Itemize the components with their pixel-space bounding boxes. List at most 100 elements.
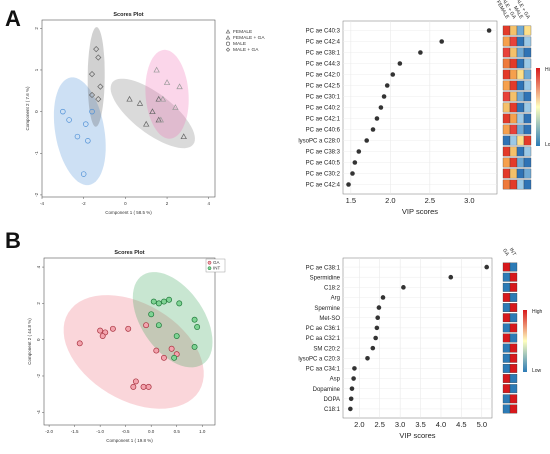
confidence-ellipse-1 <box>63 295 204 409</box>
data-point-2 <box>155 322 162 329</box>
heatmap-cell <box>502 91 511 102</box>
heatmap-cell <box>516 124 525 135</box>
panel-b-vip-plot: 2.0 2.5 3.0 3.5 4.0 4.5 5.0 VIP scores PC ae C38… <box>298 247 542 440</box>
heatmap-cell <box>509 404 518 414</box>
data-point-3 <box>85 138 91 144</box>
x-tick-label: -1.5 <box>71 429 79 434</box>
feature-label: PC ae C40:3 <box>306 29 341 35</box>
heatmap-cell <box>509 58 518 69</box>
heatmap-cell <box>502 343 511 353</box>
heatmap-cell <box>502 146 511 157</box>
heatmap-column-label: GA <box>501 248 510 258</box>
feature-label: Met-SO <box>319 316 340 322</box>
heatmap-cell <box>523 157 532 168</box>
heatmap-cell <box>502 168 511 179</box>
feature-label: PC ae C38:1 <box>306 265 341 271</box>
heat-colorbar <box>523 310 527 372</box>
data-point-1 <box>97 327 104 334</box>
heatmap-cell <box>509 303 518 313</box>
data-point-1 <box>125 325 132 332</box>
feature-label: PC aa C34:1 <box>306 367 341 373</box>
heatmap-cell <box>509 363 518 373</box>
feature-label: Spermine <box>314 306 340 312</box>
feature-label: Arg <box>331 296 340 302</box>
heatmap-cell <box>509 168 518 179</box>
heatmap-cell <box>502 124 511 135</box>
heatmap-cell <box>516 157 525 168</box>
data-point-1 <box>126 95 133 102</box>
y-tick-label: 4 <box>36 265 41 268</box>
data-point-3 <box>80 171 87 177</box>
heatmap-cell <box>502 363 511 373</box>
heatmap-cell <box>509 135 518 146</box>
data-point-1 <box>153 347 160 354</box>
y-tick-label: 1 <box>34 68 39 71</box>
confidence-ellipse-4 <box>87 27 105 127</box>
x-axis-label: VIP scores <box>399 431 435 440</box>
data-point-1 <box>145 383 152 390</box>
data-point-2 <box>161 298 167 305</box>
feature-label: lysoPC a C28:0 <box>298 139 340 145</box>
data-point-3 <box>60 108 66 115</box>
x-axis-label: Component 1 ( 19.8 %) <box>106 438 153 443</box>
heatmap-cell <box>523 113 532 124</box>
feature-label: PC ae C36:1 <box>306 326 341 332</box>
heatmap-cell <box>502 323 511 333</box>
vip-point <box>390 72 396 77</box>
heatmap-cell <box>523 91 532 102</box>
confidence-ellipse-3 <box>53 77 106 186</box>
legend-label: MALE + GA <box>233 47 259 53</box>
data-point-4 <box>95 96 102 103</box>
data-point-2 <box>155 300 162 307</box>
x-tick-label: 3.5 <box>415 420 425 429</box>
vip-point <box>376 305 382 310</box>
x-tick-label: -4 <box>40 201 44 206</box>
x-tick-label: 2.0 <box>354 420 364 429</box>
data-point-1 <box>130 383 137 390</box>
heatmap-cell <box>509 124 518 135</box>
data-point-1 <box>149 108 156 115</box>
feature-label: C18:2 <box>324 286 341 292</box>
vip-point <box>348 406 353 412</box>
heatmap-cell <box>509 353 518 363</box>
data-point-3 <box>83 121 89 127</box>
heatmap-cell <box>509 374 518 383</box>
data-point-2 <box>150 298 157 305</box>
heatmap-cell <box>502 374 511 383</box>
heatmap-cell <box>502 157 511 168</box>
data-point-4 <box>88 71 96 78</box>
feature-label: lysoPC a C20:3 <box>298 356 340 362</box>
heatmap-cell <box>502 394 511 404</box>
data-point-4 <box>95 54 102 61</box>
heatmap-cell <box>516 80 525 91</box>
y-tick-label: -1 <box>34 151 39 155</box>
feature-label: PC ae C42:1 <box>306 117 341 123</box>
x-tick-label: 2 <box>166 201 169 206</box>
vip-point <box>350 171 355 176</box>
data-point-3 <box>89 108 95 115</box>
data-point-2 <box>176 300 183 307</box>
heatmap-cell <box>516 146 525 157</box>
x-tick-label: 2.0 <box>385 196 395 205</box>
legend-marker <box>207 266 212 271</box>
legend-marker <box>225 29 231 34</box>
panel-a-scores-plot: Scores Plot -4 -2 0 2 4 -2 -1 0 1 2 Component 1 ( 5… <box>25 12 265 215</box>
plot-frame <box>43 257 216 426</box>
feature-label: Asp <box>330 377 341 383</box>
feature-label: PC ae C40:2 <box>306 106 341 112</box>
heatmap-cell <box>509 282 518 292</box>
heatmap-cell <box>509 179 518 190</box>
heatmap-cell <box>516 36 525 47</box>
heatmap-cell <box>516 113 525 124</box>
y-tick-label: 2 <box>34 27 39 30</box>
data-point-2 <box>173 333 180 340</box>
legend-label: FEMALE + GA <box>233 35 265 41</box>
heatmap-cell <box>523 102 532 113</box>
feature-label: SM C20:2 <box>313 346 340 352</box>
plot-frame <box>41 19 216 198</box>
data-point-1 <box>99 333 106 340</box>
data-point-2 <box>191 316 198 323</box>
heatmap-cell <box>502 69 511 80</box>
heatmap-cell <box>502 404 511 414</box>
